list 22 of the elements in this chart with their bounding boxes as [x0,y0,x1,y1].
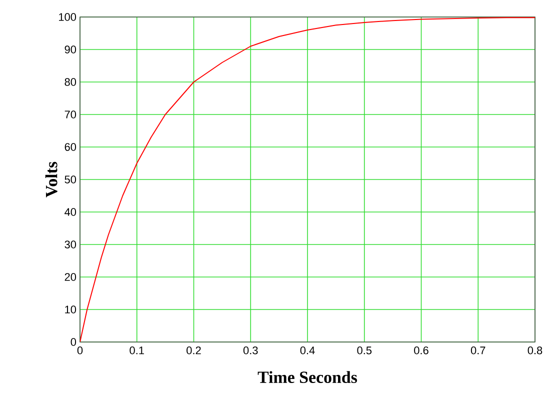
y-tick-label: 30 [64,240,76,248]
x-tick-label: 0.3 [243,346,258,354]
y-tick-label: 10 [65,306,76,314]
x-tick-label: 0.8 [528,346,542,354]
y-tick-label: 0 [70,338,76,346]
y-tick-label: 50 [64,176,76,184]
y-tick-label: 20 [64,273,76,281]
y-tick-label: 80 [64,78,76,86]
x-axis-title: Time Seconds [258,371,358,384]
x-tick-label: 0 [77,346,83,354]
x-tick-label: 0.1 [130,346,144,354]
x-tick-label: 0.6 [414,346,428,354]
x-tick-label: 0.7 [470,346,486,354]
y-tick-label: 60 [64,143,76,151]
y-tick-label: 90 [64,46,76,54]
y-tick-label: 40 [64,208,76,216]
x-tick-label: 0.2 [186,346,201,354]
y-tick-label: 100 [59,13,76,21]
x-tick-label: 0.4 [300,346,315,354]
x-tick-label: 0.5 [357,346,372,354]
y-tick-label: 70 [64,110,76,118]
y-axis-title: Volts [45,162,58,198]
